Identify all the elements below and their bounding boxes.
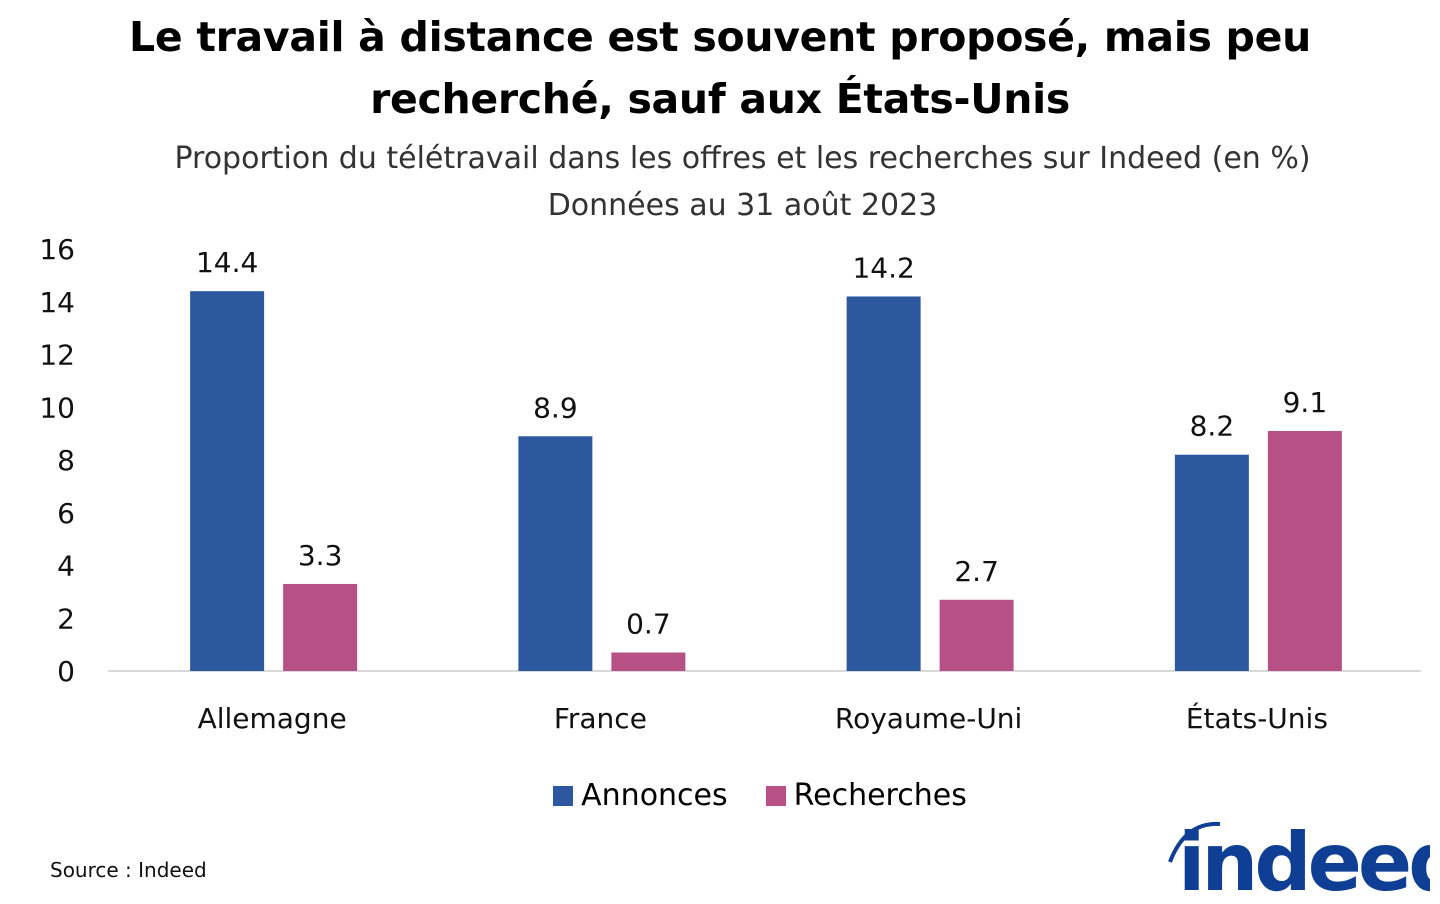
chart-subtitle-date: Données au 31 août 2023 (547, 188, 938, 223)
y-tick-label: 4 (57, 550, 75, 583)
legend-label: Recherches (793, 778, 967, 813)
bar-annonces (1174, 454, 1249, 671)
bar-recherches (939, 599, 1014, 671)
chart-subtitle: Proportion du télétravail dans les offre… (174, 141, 1311, 176)
data-label: 3.3 (298, 539, 343, 572)
chart-title: Le travail à distance est souvent propos… (129, 13, 1311, 123)
bar-chart: 0 2 4 6 8 10 12 14 16 Allemagne 14.4 3.3 France 8.9 0.… (39, 233, 1421, 735)
indeed-logo: indeed (1168, 816, 1430, 897)
y-tick-label: 10 (39, 391, 75, 424)
y-tick-label: 8 (57, 444, 75, 477)
data-label: 2.7 (954, 555, 999, 588)
x-tick-label: France (554, 702, 647, 735)
y-tick-label: 14 (39, 286, 75, 319)
data-label: 14.4 (196, 246, 258, 279)
legend-item-recherches: Recherches (765, 778, 967, 813)
y-tick-label: 12 (39, 339, 75, 372)
data-label: 9.1 (1283, 386, 1328, 419)
legend-swatch-annonces (553, 785, 574, 806)
y-tick-label: 6 (57, 497, 75, 530)
y-tick-label: 2 (57, 602, 75, 635)
x-tick-label: États-Unis (1186, 701, 1328, 735)
data-label: 8.9 (533, 391, 578, 424)
x-tick-label: Royaume-Uni (835, 702, 1022, 735)
legend-label: Annonces (581, 778, 728, 813)
bar-annonces (846, 296, 921, 671)
legend-item-annonces: Annonces (553, 778, 728, 813)
bar-annonces (190, 291, 265, 671)
data-label: 0.7 (626, 608, 671, 641)
bar-recherches (1267, 430, 1342, 671)
legend-swatch-recherches (765, 785, 786, 806)
legend: Annonces Recherches (0, 778, 1440, 813)
data-label: 14.2 (852, 251, 914, 284)
bar-recherches (283, 583, 358, 671)
bar-recherches (611, 652, 686, 671)
x-tick-label: Allemagne (198, 702, 347, 735)
y-tick-label: 16 (39, 233, 75, 266)
y-tick-label: 0 (57, 655, 75, 688)
bar-annonces (518, 436, 593, 671)
source-note: Source : Indeed (50, 858, 207, 882)
data-label: 8.2 (1190, 410, 1235, 443)
svg-text:indeed: indeed (1178, 816, 1430, 897)
